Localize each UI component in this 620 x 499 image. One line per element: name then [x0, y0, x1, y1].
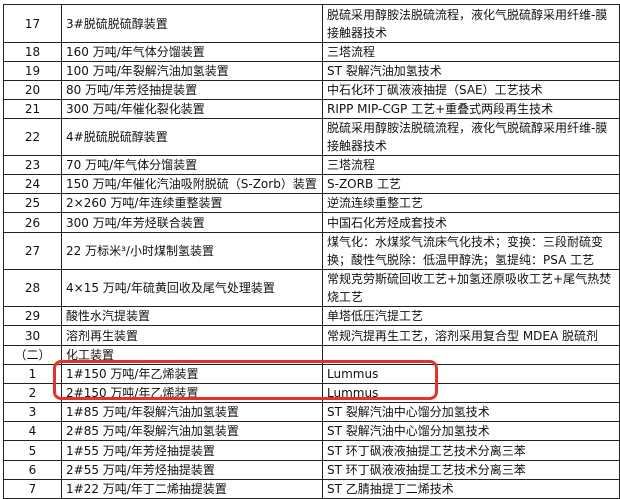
row-number: 24 [3, 174, 62, 194]
device-name: 1#22 万吨/年丁二烯抽提装置 [61, 479, 323, 499]
device-name: 3#脱硫脱硫醇装置 [61, 4, 323, 43]
device-name: 4×15 万吨/年硫黄回收及尾气处理装置 [61, 269, 323, 307]
device-name: 100 万吨/年裂解汽油加氢装置 [61, 61, 323, 81]
device-name: 酸性水汽提装置 [61, 306, 323, 326]
technology: 中石化环丁砜液液抽提（SAE）工艺技术 [322, 80, 620, 100]
row-number: 19 [3, 61, 62, 81]
device-name: 300 万吨/年芳烃联合装置 [61, 212, 323, 233]
row-number: 27 [3, 232, 62, 270]
technology: 三塔流程 [322, 155, 620, 175]
row-number: 5 [3, 440, 62, 461]
table-row: 25 2×260 万吨/年连续重整装置 逆流连续重整工艺 [3, 193, 620, 213]
technology: 三塔流程 [322, 42, 620, 62]
technology: 常规汽提再生工艺，溶剂采用复合型 MDEA 脱硫剂 [322, 325, 620, 346]
row-number: 28 [3, 269, 62, 307]
table-row: 26 300 万吨/年芳烃联合装置 中国石化芳烃成套技术 [3, 212, 620, 233]
device-name: 溶剂再生装置 [61, 325, 323, 346]
row-number: （二） [3, 345, 62, 365]
table-row: 21 300 万吨/年催化裂化装置 RIPP MIP-CGP 工艺+重叠式两段再生技… [3, 99, 620, 119]
row-number: 23 [3, 155, 62, 175]
technology: 常规克劳斯硫回收工艺+加氢还原吸收工艺+尾气热焚烧工艺 [322, 269, 620, 307]
technology: 中国石化芳烃成套技术 [322, 212, 620, 233]
row-number: 30 [3, 325, 62, 346]
table-row: 23 70 万吨/年气体分馏装置 三塔流程 [3, 155, 620, 175]
row-number: 7 [3, 479, 62, 499]
table-row: 3 1#85 万吨/年裂解汽油加氢装置 ST 裂解汽油中心馏分加氢技术 [3, 402, 620, 422]
table-row: 20 80 万吨/年芳烃抽提装置 中石化环丁砜液液抽提（SAE）工艺技术 [3, 80, 620, 100]
table-row: 7 1#22 万吨/年丁二烯抽提装置 ST 乙腈抽提丁二烯技术 [3, 479, 620, 499]
table-row: 29 酸性水汽提装置 单塔低压汽提工艺 [3, 306, 620, 326]
technology: ST 环丁砜液液抽提工艺技术分离三苯 [322, 440, 620, 461]
device-name: 1#85 万吨/年裂解汽油加氢装置 [61, 402, 323, 422]
device-name: 160 万吨/年气体分馏装置 [61, 42, 323, 62]
row-number: 25 [3, 193, 62, 213]
table-row: 22 4#脱硫脱硫醇装置 脱硫采用醇胺法脱硫流程，液化气脱硫醇采用纤维-膜接触器技术 [3, 118, 620, 156]
highlight-box [53, 360, 438, 400]
technology: ST 裂解汽油中心馏分加氢技术 [322, 402, 620, 422]
device-name: 70 万吨/年气体分馏装置 [61, 155, 323, 175]
table-row: 24 150 万吨/年催化汽油吸附脱硫（S-Zorb）装置 S-ZORB 工艺 [3, 174, 620, 194]
device-name: 300 万吨/年催化裂化装置 [61, 99, 323, 119]
table-row: 6 2#55 万吨/年芳烃抽提装置 ST 环丁砜液液抽提工艺技术分离三苯 [3, 460, 620, 480]
row-number: 20 [3, 80, 62, 100]
device-table: 17 3#脱硫脱硫醇装置 脱硫采用醇胺法脱硫流程，液化气脱硫醇采用纤维-膜接触器技术… [3, 4, 620, 499]
row-number: 29 [3, 306, 62, 326]
row-number: 4 [3, 421, 62, 441]
technology: ST 环丁砜液液抽提工艺技术分离三苯 [322, 460, 620, 480]
table-row: 4 2#85 万吨/年裂解汽油加氢装置 ST 裂解汽油中心馏分加氢技术 [3, 421, 620, 441]
table-row: 30 溶剂再生装置 常规汽提再生工艺，溶剂采用复合型 MDEA 脱硫剂 [3, 325, 620, 346]
technology: 脱硫采用醇胺法脱硫流程，液化气脱硫醇采用纤维-膜接触器技术 [322, 4, 620, 43]
technology: S-ZORB 工艺 [322, 174, 620, 194]
technology: 逆流连续重整工艺 [322, 193, 620, 213]
technology: ST 裂解汽油加氢技术 [322, 61, 620, 81]
technology: ST 裂解汽油中心馏分加氢技术 [322, 421, 620, 441]
device-name: 80 万吨/年芳烃抽提装置 [61, 80, 323, 100]
row-number: 18 [3, 42, 62, 62]
device-name: 2×260 万吨/年连续重整装置 [61, 193, 323, 213]
technology: 脱硫采用醇胺法脱硫流程，液化气脱硫醇采用纤维-膜接触器技术 [322, 118, 620, 156]
row-number: 6 [3, 460, 62, 480]
row-number: 17 [3, 4, 62, 43]
table-row: 18 160 万吨/年气体分馏装置 三塔流程 [3, 42, 620, 62]
device-name: 4#脱硫脱硫醇装置 [61, 118, 323, 156]
row-number: 22 [3, 118, 62, 156]
technology: 单塔低压汽提工艺 [322, 306, 620, 326]
table-row: 28 4×15 万吨/年硫黄回收及尾气处理装置 常规克劳斯硫回收工艺+加氢还原吸收工… [3, 269, 620, 307]
row-number: 21 [3, 99, 62, 119]
table-row: 27 22 万标米³/小时煤制氢装置 煤气化：水煤浆气流床气化技术；变换：三段耐硫变… [3, 232, 620, 270]
device-name: 1#55 万吨/年芳烃抽提装置 [61, 440, 323, 461]
row-number: 26 [3, 212, 62, 233]
table-row: 17 3#脱硫脱硫醇装置 脱硫采用醇胺法脱硫流程，液化气脱硫醇采用纤维-膜接触器技术 [3, 4, 620, 43]
device-name: 22 万标米³/小时煤制氢装置 [61, 232, 323, 270]
device-name: 150 万吨/年催化汽油吸附脱硫（S-Zorb）装置 [61, 174, 323, 194]
table-row: 5 1#55 万吨/年芳烃抽提装置 ST 环丁砜液液抽提工艺技术分离三苯 [3, 440, 620, 461]
technology: RIPP MIP-CGP 工艺+重叠式两段再生技术 [322, 99, 620, 119]
table-row: 19 100 万吨/年裂解汽油加氢装置 ST 裂解汽油加氢技术 [3, 61, 620, 81]
technology: 煤气化：水煤浆气流床气化技术；变换：三段耐硫变换；酸性气脱除：低温甲醇洗；氢提纯… [322, 232, 620, 270]
row-number: 3 [3, 402, 62, 422]
device-name: 2#85 万吨/年裂解汽油加氢装置 [61, 421, 323, 441]
device-name: 2#55 万吨/年芳烃抽提装置 [61, 460, 323, 480]
technology: ST 乙腈抽提丁二烯技术 [322, 479, 620, 499]
